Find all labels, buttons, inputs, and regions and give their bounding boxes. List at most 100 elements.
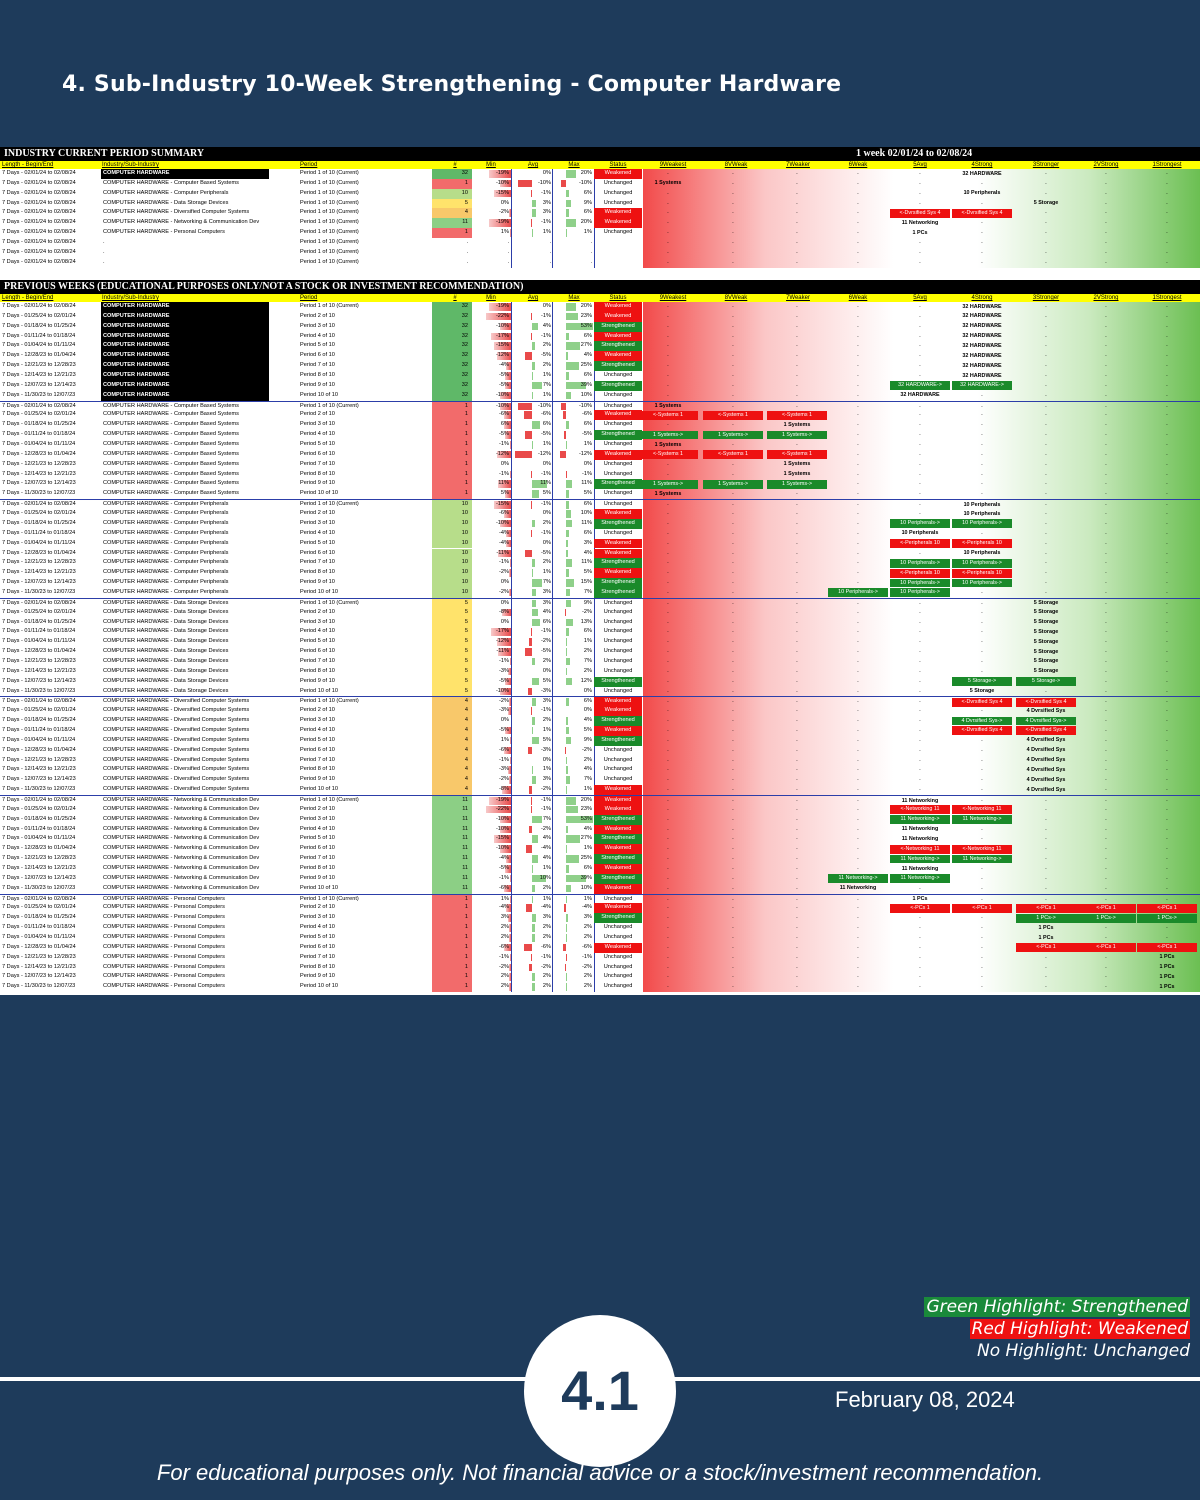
row-industry: COMPUTER HARDWARE - Networking & Communi… xyxy=(103,797,260,803)
row-industry: COMPUTER HARDWARE - Diversified Computer… xyxy=(103,746,250,753)
empty-rating-marker: . xyxy=(1105,312,1107,319)
row-period: Period 1 of 10 (Current) xyxy=(300,219,359,226)
rating-tag: 5 Storage xyxy=(1033,628,1059,635)
row-max: -1% xyxy=(582,470,592,477)
empty-rating-marker: . xyxy=(857,549,859,556)
row-industry: COMPUTER HARDWARE - Networking & Communi… xyxy=(103,855,260,862)
avg-bar xyxy=(529,638,532,646)
row-max: 4% xyxy=(583,352,592,359)
table-row: 7 Days - 02/01/24 to 02/08/24 COMPUTER HA… xyxy=(0,597,1200,608)
empty-rating-marker: . xyxy=(857,766,859,773)
row-industry: COMPUTER HARDWARE - Diversified Computer… xyxy=(103,766,250,773)
row-count: . xyxy=(466,248,468,255)
min-bar xyxy=(508,983,511,991)
row-avg: -2% xyxy=(541,825,551,832)
empty-rating-marker: . xyxy=(981,529,983,536)
empty-rating-marker: . xyxy=(1045,431,1047,438)
empty-rating-marker: . xyxy=(919,239,921,246)
row-count: 4 xyxy=(432,706,472,717)
empty-rating-marker: . xyxy=(857,736,859,743)
min-bar xyxy=(505,431,511,439)
empty-rating-marker: . xyxy=(857,529,859,536)
empty-rating-marker: . xyxy=(796,736,798,743)
row-industry: COMPUTER HARDWARE - Networking & Communi… xyxy=(103,805,260,812)
empty-rating-marker: . xyxy=(1045,209,1047,216)
disclaimer-footer: For educational purposes only. Not finan… xyxy=(156,1460,1044,1485)
empty-rating-marker: . xyxy=(1166,924,1168,931)
empty-rating-marker: . xyxy=(981,258,983,265)
row-length: 7 Days - 12/07/23 to 12/14/23 xyxy=(2,381,76,388)
empty-rating-marker: . xyxy=(732,248,734,255)
status-badge: Strengthened xyxy=(594,321,642,332)
rating-tag: 32 HARDWARE xyxy=(962,362,1002,369)
empty-rating-marker: . xyxy=(1166,667,1168,674)
empty-rating-marker: . xyxy=(1045,352,1047,359)
row-min: -2% xyxy=(499,569,509,576)
row-industry: COMPUTER HARDWARE - Data Storage Devices xyxy=(103,199,229,206)
empty-rating-marker: . xyxy=(857,943,859,950)
empty-rating-marker: . xyxy=(732,608,734,615)
row-industry: COMPUTER HARDWARE - Networking & Communi… xyxy=(103,219,260,226)
row-length: 7 Days - 12/28/23 to 01/04/24 xyxy=(2,746,76,753)
max-bar xyxy=(566,539,568,548)
empty-rating-marker: . xyxy=(1166,786,1168,793)
row-max: 27% xyxy=(580,835,592,842)
row-length: 7 Days - 12/14/23 to 12/21/23 xyxy=(2,963,76,970)
table-row: 7 Days - 11/30/23 to 12/07/23 COMPUTER HA… xyxy=(0,390,1200,401)
empty-rating-marker: . xyxy=(796,756,798,763)
empty-rating-marker: . xyxy=(1166,797,1168,803)
empty-rating-marker: . xyxy=(667,726,669,733)
empty-rating-marker: . xyxy=(919,411,921,418)
empty-rating-marker: . xyxy=(667,717,669,724)
empty-rating-marker: . xyxy=(667,746,669,753)
empty-rating-marker: . xyxy=(1166,698,1168,705)
empty-rating-marker: . xyxy=(1166,815,1168,822)
empty-rating-marker: . xyxy=(1105,460,1107,467)
avg-bar xyxy=(530,219,532,227)
row-period: Period 8 of 10 xyxy=(300,372,335,379)
empty-rating-marker: . xyxy=(732,726,734,733)
row-count: 4 xyxy=(432,725,472,736)
max-bar xyxy=(566,219,576,227)
status-badge: Strengthened xyxy=(594,716,642,726)
empty-rating-marker: . xyxy=(1105,677,1107,684)
empty-rating-marker: . xyxy=(1166,490,1168,497)
rating-tag: 1 PCs xyxy=(1159,973,1175,980)
current-period-header: INDUSTRY CURRENT PERIOD SUMMARY 1 week 0… xyxy=(0,147,1200,161)
table-row: 7 Days - 11/30/23 to 12/07/23 COMPUTER HA… xyxy=(0,883,1200,894)
row-count: 11 xyxy=(432,218,472,229)
empty-rating-marker: . xyxy=(1105,549,1107,556)
empty-rating-marker: . xyxy=(732,519,734,526)
row-period: Period 9 of 10 xyxy=(300,579,335,586)
avg-bar xyxy=(527,687,532,696)
row-avg: 4% xyxy=(542,322,551,329)
empty-rating-marker: . xyxy=(919,441,921,448)
empty-rating-marker: . xyxy=(667,372,669,379)
row-length: 7 Days - 02/01/24 to 02/08/24 xyxy=(2,895,76,902)
rating-tag: 4 Dvrsified Sys xyxy=(1026,707,1066,714)
empty-rating-marker: . xyxy=(1045,402,1047,409)
max-bar xyxy=(563,431,566,439)
empty-rating-marker: . xyxy=(796,865,798,872)
empty-rating-marker: . xyxy=(1105,707,1107,714)
avg-bar xyxy=(530,529,532,538)
rating-tag: 10 Peripherals xyxy=(963,190,1001,197)
empty-rating-marker: . xyxy=(732,835,734,842)
row-avg: . xyxy=(549,258,551,265)
row-max: 6% xyxy=(583,501,592,508)
min-bar xyxy=(485,312,511,321)
table-row: 7 Days - 01/11/24 to 01/18/24 COMPUTER HA… xyxy=(0,528,1200,539)
min-bar xyxy=(489,797,511,805)
empty-rating-marker: . xyxy=(1105,501,1107,508)
current-header-label: INDUSTRY CURRENT PERIOD SUMMARY xyxy=(4,148,205,159)
rating-tag: 11 Networking-> xyxy=(890,854,950,864)
row-count: 10 xyxy=(432,578,472,588)
empty-rating-marker: . xyxy=(1166,312,1168,319)
row-avg: -5% xyxy=(541,431,551,438)
empty-rating-marker: . xyxy=(857,657,859,664)
rating-tag: 1 Systems-> xyxy=(767,430,827,440)
empty-rating-marker: . xyxy=(1105,450,1107,457)
row-industry: COMPUTER HARDWARE - Data Storage Devices xyxy=(103,638,229,645)
table-row: 7 Days - 12/07/23 to 12/14/23 COMPUTER HA… xyxy=(0,578,1200,588)
empty-rating-marker: . xyxy=(1166,519,1168,526)
